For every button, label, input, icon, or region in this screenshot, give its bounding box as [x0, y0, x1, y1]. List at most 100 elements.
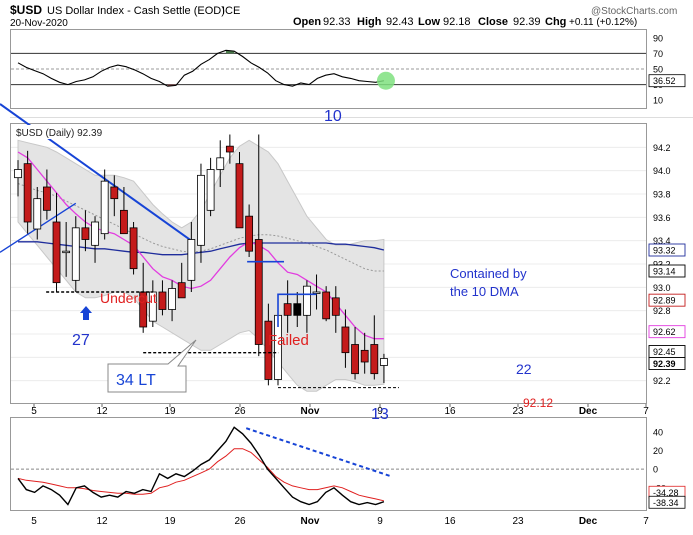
price-tag-text: 92.62: [653, 327, 676, 337]
annotation-92-12: 92.12: [523, 396, 553, 410]
candle-body: [351, 344, 359, 375]
x-axis-label: 9: [377, 516, 383, 527]
price-tag: [648, 264, 686, 278]
candle-body: [312, 291, 321, 294]
candle-body: [52, 221, 61, 284]
callout-box: [107, 339, 197, 393]
candle-body: [168, 288, 176, 310]
price-axis-label: 94.0: [653, 166, 671, 176]
macd-line: [17, 426, 385, 506]
close-label: Close: [478, 16, 508, 28]
open-label: Open: [293, 16, 321, 28]
price-tag-text: 92.89: [653, 296, 676, 306]
macd-layer: [11, 426, 646, 506]
annotation-27: 27: [72, 332, 90, 349]
candle-body: [158, 291, 167, 310]
x-axis-label: 26: [234, 406, 246, 417]
ma-short-line: [17, 151, 384, 340]
rsi-axis-label: 10: [653, 96, 663, 106]
candle-body: [14, 169, 22, 179]
price-tag-text: 92.39: [653, 359, 676, 369]
x-axis-label: 23: [512, 406, 524, 417]
rsi-line: [17, 49, 385, 87]
legend-box: [12, 125, 130, 139]
candle-body: [100, 180, 109, 235]
candle-body: [33, 198, 42, 230]
annotation-13: 13: [371, 406, 389, 423]
price-legend: $USD (Daily) 92.39: [16, 128, 103, 139]
price-axis-label: 93.6: [653, 213, 671, 223]
price-axis-label: 92.2: [653, 376, 671, 386]
candle-body: [264, 320, 273, 380]
x-axis-label: 19: [164, 516, 176, 527]
macd-axis-label: 40: [653, 427, 663, 437]
change-value: +0.11 (+0.12%): [569, 17, 637, 28]
candle-body: [322, 291, 331, 320]
candle-body: [360, 349, 369, 363]
annotation-contained-line1: Contained by: [450, 266, 527, 281]
x-axis-label: 5: [31, 406, 37, 417]
rsi-layer: [11, 49, 646, 90]
macd-axis-label: 0: [653, 465, 658, 475]
candle-body: [245, 215, 254, 252]
rsi-axis-label: 70: [653, 49, 663, 59]
candle-body: [370, 344, 379, 375]
candle-body: [62, 250, 71, 254]
x-axis-label: 23: [512, 516, 524, 527]
x-axis-label: Nov: [301, 406, 320, 417]
candle-body: [177, 282, 186, 299]
price-axis-label: 92.8: [653, 306, 671, 316]
close-value: 92.39: [513, 16, 541, 28]
x-axis-label: Dec: [579, 406, 598, 417]
annotation-undercut: Undercut: [100, 290, 157, 306]
contained-box-line: [277, 293, 317, 327]
x-axis-label: 16: [444, 406, 456, 417]
macd-value-tag-text: -38.34: [653, 498, 679, 508]
x-axis-label: 19: [164, 406, 176, 417]
candle-body: [225, 145, 234, 153]
price-tag: [648, 325, 686, 339]
candle-body: [206, 169, 215, 211]
macd-signal-line: [17, 448, 385, 502]
annotation-22: 22: [516, 361, 532, 377]
annotation-contained-line2: the 10 DMA: [450, 284, 519, 299]
price-tag-text: 93.14: [653, 267, 676, 277]
rsi-value-tag-text: 36.52: [653, 76, 676, 86]
price-axis-label: 93.8: [653, 190, 671, 200]
candle-body: [341, 326, 350, 354]
macd-value-tag: [648, 495, 686, 509]
rsi-value-tag: [648, 74, 686, 88]
candle-body: [254, 239, 263, 345]
bollinger-band: [17, 139, 385, 392]
x-axis-label: Dec: [579, 516, 598, 527]
price-tag-text: 92.45: [653, 347, 676, 357]
candle-body: [42, 186, 51, 211]
x-axis-label: 5: [31, 516, 37, 527]
candle-body: [331, 297, 340, 316]
candle-body: [380, 358, 388, 366]
price-layer: [0, 103, 646, 392]
x-axis-label: 26: [234, 516, 246, 527]
x-axis-label: 7: [643, 516, 649, 527]
candle-body: [283, 303, 292, 316]
price-axis-label: 93.2: [653, 260, 671, 270]
rsi-axis-label: 90: [653, 33, 663, 43]
chart-date: 20-Nov-2020: [10, 18, 68, 29]
candle-body: [187, 239, 196, 281]
candle-body: [110, 186, 119, 200]
candle-body: [129, 227, 138, 270]
price-tag: [648, 357, 686, 370]
macd-panel: [10, 417, 647, 511]
open-value: 92.33: [323, 16, 351, 28]
low-label: Low: [418, 16, 440, 28]
change-label: Chg: [545, 16, 566, 28]
x-axis-label: 12: [96, 406, 108, 417]
macd-value-tag-text: -34.28: [653, 488, 679, 498]
annotation-10: 10: [324, 108, 342, 125]
rsi-highlight-circle: [376, 71, 395, 90]
rsi-axis-label: 50: [653, 65, 663, 75]
price-tag-text: 93.32: [653, 246, 676, 256]
arrow-up-icon: [80, 306, 92, 320]
price-axis-label: 93.0: [653, 283, 671, 293]
